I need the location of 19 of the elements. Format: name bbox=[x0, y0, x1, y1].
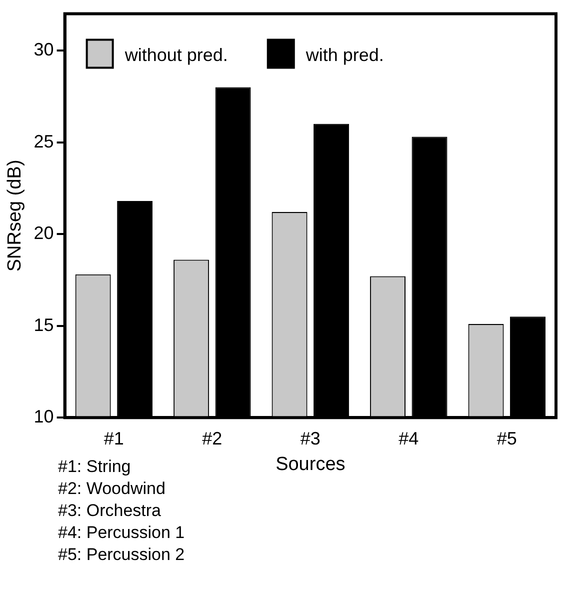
y-tick-label: 30 bbox=[34, 39, 54, 60]
text: #3: Orchestra bbox=[58, 500, 162, 522]
x-tick-label: #2 bbox=[202, 428, 222, 448]
x-tick-label: #5 bbox=[496, 428, 517, 448]
text: #1: String bbox=[58, 456, 132, 478]
x-tick-label: #4 bbox=[398, 428, 419, 448]
legend-label: without pred. bbox=[124, 44, 228, 65]
x-tick-label: #3 bbox=[300, 428, 320, 448]
text: #2: Woodwind bbox=[58, 478, 166, 500]
y-tick-label: 20 bbox=[34, 223, 54, 244]
x-axis-title: Sources bbox=[276, 454, 346, 475]
y-axis-title: SNRseg (dB) bbox=[4, 160, 26, 272]
y-tick-label: 10 bbox=[34, 406, 54, 427]
y-tick-label: 25 bbox=[34, 131, 54, 152]
y-tick-label: 15 bbox=[34, 314, 54, 335]
text: #5: Percussion 2 bbox=[58, 544, 185, 566]
legend-label: with pred. bbox=[304, 44, 384, 65]
x-tick-label: #1 bbox=[104, 428, 124, 448]
text: #4: Percussion 1 bbox=[58, 522, 185, 544]
